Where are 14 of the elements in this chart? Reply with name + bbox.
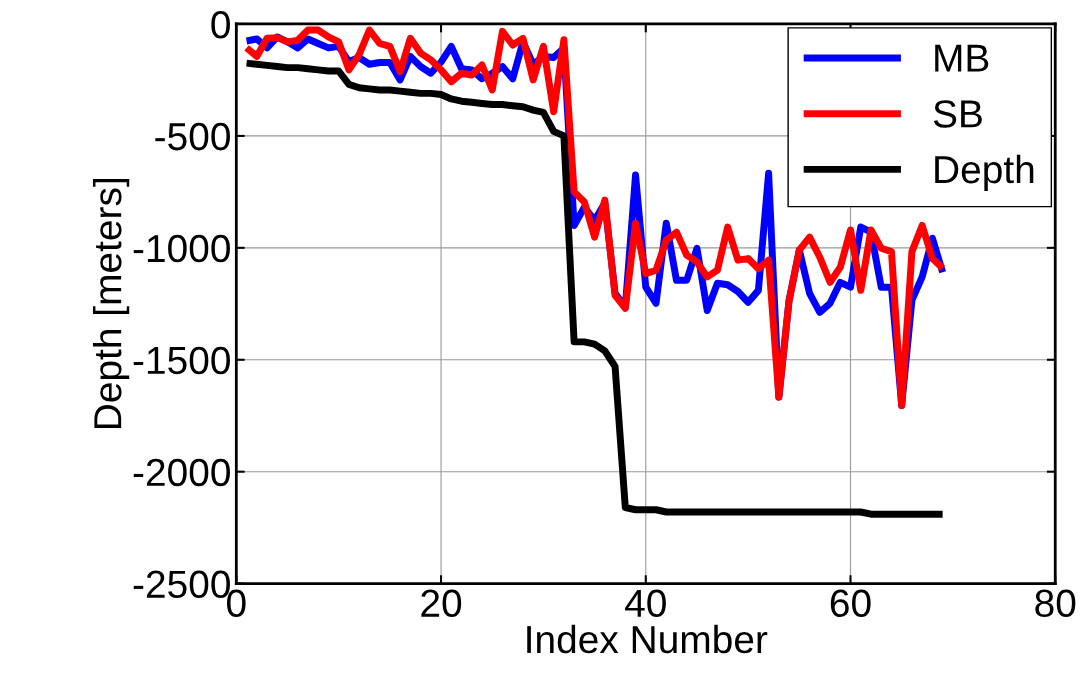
y-tick-label: -500 xyxy=(155,122,230,151)
legend-label: SB xyxy=(933,100,982,128)
y-tick-label: -1500 xyxy=(133,346,230,375)
y-tick-label: 0 xyxy=(211,10,230,39)
y-tick-label: -2000 xyxy=(133,458,230,487)
x-tick-label: 80 xyxy=(1035,589,1076,618)
legend-label: Depth xyxy=(935,154,1034,192)
x-axis-title: Index Number xyxy=(527,624,768,654)
legend-label: MB xyxy=(935,44,989,72)
y-tick-label: -1000 xyxy=(133,234,230,263)
y-axis-title: Depth [meters] xyxy=(92,179,130,429)
x-tick-label: 20 xyxy=(421,589,462,618)
x-tick-label: 60 xyxy=(830,589,871,618)
x-tick-label: 40 xyxy=(625,589,666,618)
